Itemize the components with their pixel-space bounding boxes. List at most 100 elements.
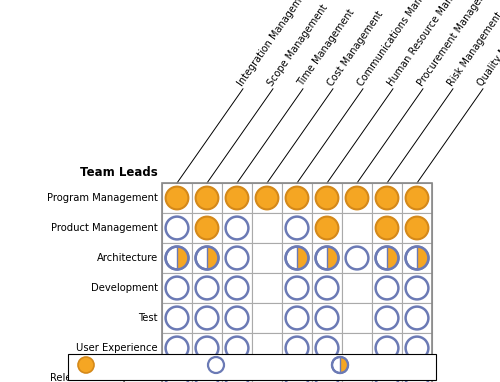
Bar — [402, 183, 432, 213]
Circle shape — [286, 186, 308, 209]
Circle shape — [346, 186, 368, 209]
Bar — [312, 213, 342, 243]
Bar — [252, 303, 282, 333]
Bar — [312, 243, 342, 273]
Bar — [68, 354, 436, 380]
Bar — [252, 183, 282, 213]
Text: at overall project level: at overall project level — [98, 360, 215, 370]
Bar — [312, 273, 342, 303]
Text: Product Management: Product Management — [52, 223, 158, 233]
Circle shape — [406, 247, 428, 269]
Text: Scope Management: Scope Management — [266, 2, 330, 88]
Circle shape — [316, 307, 338, 329]
Bar — [222, 303, 252, 333]
Text: Cost Management: Cost Management — [326, 9, 385, 88]
Bar — [402, 333, 432, 363]
Circle shape — [286, 367, 308, 382]
Text: Test: Test — [138, 313, 158, 323]
Bar — [222, 183, 252, 213]
Circle shape — [208, 357, 224, 373]
Circle shape — [196, 247, 218, 269]
Circle shape — [316, 186, 338, 209]
Bar — [192, 213, 222, 243]
Circle shape — [286, 277, 308, 299]
Wedge shape — [387, 247, 398, 269]
Bar — [342, 273, 372, 303]
Bar — [192, 303, 222, 333]
Bar — [252, 273, 282, 303]
Text: Human Resource Management: Human Resource Management — [386, 0, 480, 88]
Circle shape — [166, 307, 188, 329]
Bar — [342, 243, 372, 273]
Circle shape — [226, 247, 248, 269]
Text: Procurement Management: Procurement Management — [416, 0, 498, 88]
Circle shape — [286, 337, 308, 359]
Circle shape — [196, 337, 218, 359]
Text: Architecture: Architecture — [97, 253, 158, 263]
Circle shape — [166, 247, 188, 269]
Text: Integration Management: Integration Management — [236, 0, 314, 88]
Circle shape — [316, 277, 338, 299]
Bar — [192, 333, 222, 363]
Circle shape — [316, 367, 338, 382]
Bar — [192, 363, 222, 382]
Text: at sub-team level: at sub-team level — [228, 360, 320, 370]
Circle shape — [226, 277, 248, 299]
Bar — [252, 363, 282, 382]
Bar — [402, 303, 432, 333]
Circle shape — [286, 217, 308, 240]
Bar — [372, 363, 402, 382]
Circle shape — [166, 217, 188, 240]
Circle shape — [256, 186, 278, 209]
Text: at both levels: at both levels — [352, 360, 423, 370]
Circle shape — [286, 307, 308, 329]
Bar — [222, 333, 252, 363]
Circle shape — [406, 337, 428, 359]
Bar — [402, 273, 432, 303]
Text: Development: Development — [91, 283, 158, 293]
Circle shape — [196, 367, 218, 382]
Bar — [222, 243, 252, 273]
Circle shape — [332, 357, 348, 373]
Bar — [342, 213, 372, 243]
Text: Quality Management: Quality Management — [476, 0, 500, 88]
Circle shape — [226, 337, 248, 359]
Bar — [162, 213, 192, 243]
Bar — [342, 303, 372, 333]
Bar — [162, 363, 192, 382]
Circle shape — [376, 247, 398, 269]
Circle shape — [406, 277, 428, 299]
Circle shape — [196, 186, 218, 209]
Circle shape — [406, 367, 428, 382]
Bar — [402, 363, 432, 382]
Bar — [282, 213, 312, 243]
Circle shape — [166, 367, 188, 382]
Bar — [312, 363, 342, 382]
Text: Communications Management: Communications Management — [356, 0, 450, 88]
Wedge shape — [297, 247, 308, 269]
Bar — [252, 243, 282, 273]
Circle shape — [166, 337, 188, 359]
Wedge shape — [327, 247, 338, 269]
Circle shape — [226, 307, 248, 329]
Bar — [222, 363, 252, 382]
Bar — [312, 303, 342, 333]
Circle shape — [376, 277, 398, 299]
Bar — [372, 213, 402, 243]
Wedge shape — [177, 247, 188, 269]
Bar — [312, 183, 342, 213]
Circle shape — [406, 217, 428, 240]
Bar — [282, 303, 312, 333]
Circle shape — [376, 217, 398, 240]
Text: Risk Management: Risk Management — [446, 10, 500, 88]
Circle shape — [196, 217, 218, 240]
Bar — [282, 273, 312, 303]
Circle shape — [346, 247, 368, 269]
Bar — [282, 243, 312, 273]
Text: Time Management: Time Management — [296, 7, 356, 88]
Circle shape — [166, 186, 188, 209]
Bar — [192, 273, 222, 303]
Text: User Experience: User Experience — [76, 343, 158, 353]
Bar — [402, 243, 432, 273]
Circle shape — [316, 247, 338, 269]
